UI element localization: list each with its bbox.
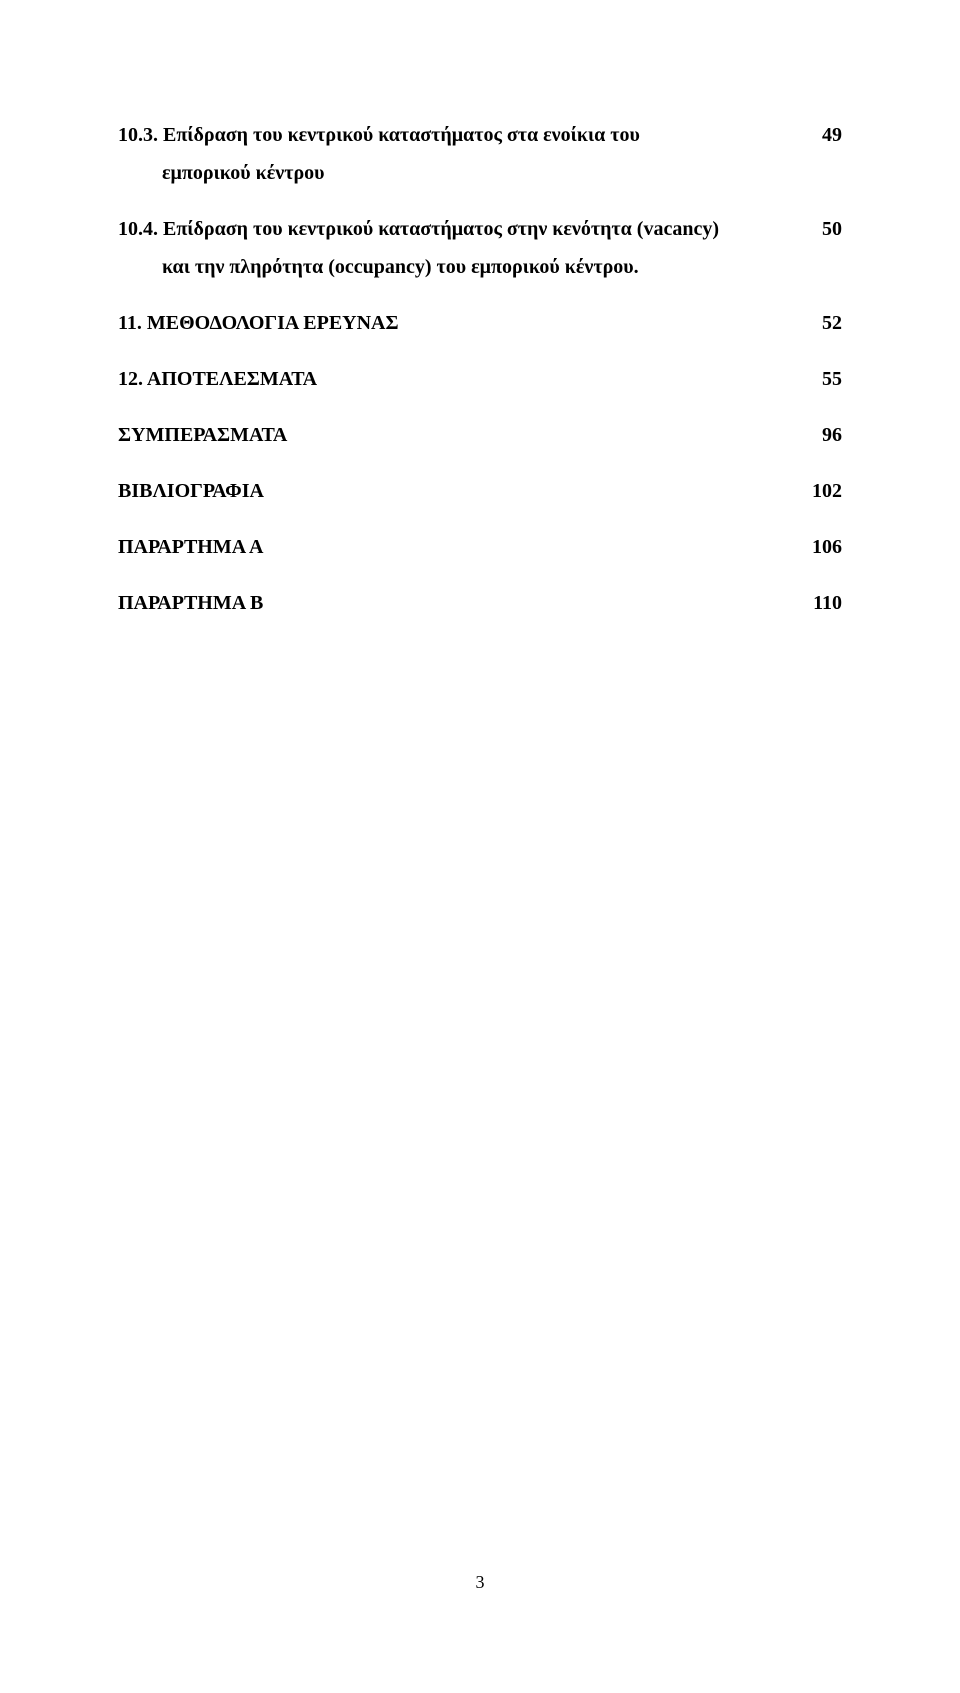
toc-page: 50 [822,210,842,248]
toc-label: ΒΙΒΛΙΟΓΡΑΦΙΑ [118,472,812,510]
toc-container: 10.3. Επίδραση του κεντρικού καταστήματο… [118,116,842,622]
toc-entry: ΒΙΒΛΙΟΓΡΑΦΙΑ 102 [118,472,842,510]
toc-label: 10.4. Επίδραση του κεντρικού καταστήματο… [118,210,822,248]
page-number: 3 [476,1572,485,1593]
toc-entry: 10.3. Επίδραση του κεντρικού καταστήματο… [118,116,842,154]
toc-page: 49 [822,116,842,154]
toc-label: 11. ΜΕΘΟΔΟΛΟΓΙΑ ΕΡΕΥΝΑΣ [118,304,822,342]
toc-entry: 10.4. Επίδραση του κεντρικού καταστήματο… [118,210,842,248]
toc-entry: ΠΑΡΑΡΤΗΜΑ Α 106 [118,528,842,566]
toc-label: ΣΥΜΠΕΡΑΣΜΑΤΑ [118,416,822,454]
toc-subtext: και την πληρότητα (occupancy) του εμπορι… [118,248,842,286]
toc-entry: 12. ΑΠΟΤΕΛΕΣΜΑΤΑ 55 [118,360,842,398]
toc-entry: ΠΑΡΑΡΤΗΜΑ Β 110 [118,584,842,622]
toc-page: 55 [822,360,842,398]
toc-page: 52 [822,304,842,342]
toc-page: 96 [822,416,842,454]
toc-page: 110 [813,584,842,622]
toc-label: 10.3. Επίδραση του κεντρικού καταστήματο… [118,116,822,154]
toc-entry: 11. ΜΕΘΟΔΟΛΟΓΙΑ ΕΡΕΥΝΑΣ 52 [118,304,842,342]
toc-entry: ΣΥΜΠΕΡΑΣΜΑΤΑ 96 [118,416,842,454]
toc-page: 106 [812,528,842,566]
toc-label: ΠΑΡΑΡΤΗΜΑ Β [118,584,813,622]
toc-page: 102 [812,472,842,510]
toc-subtext: εμπορικού κέντρου [118,154,842,192]
toc-label: ΠΑΡΑΡΤΗΜΑ Α [118,528,812,566]
toc-label: 12. ΑΠΟΤΕΛΕΣΜΑΤΑ [118,360,822,398]
